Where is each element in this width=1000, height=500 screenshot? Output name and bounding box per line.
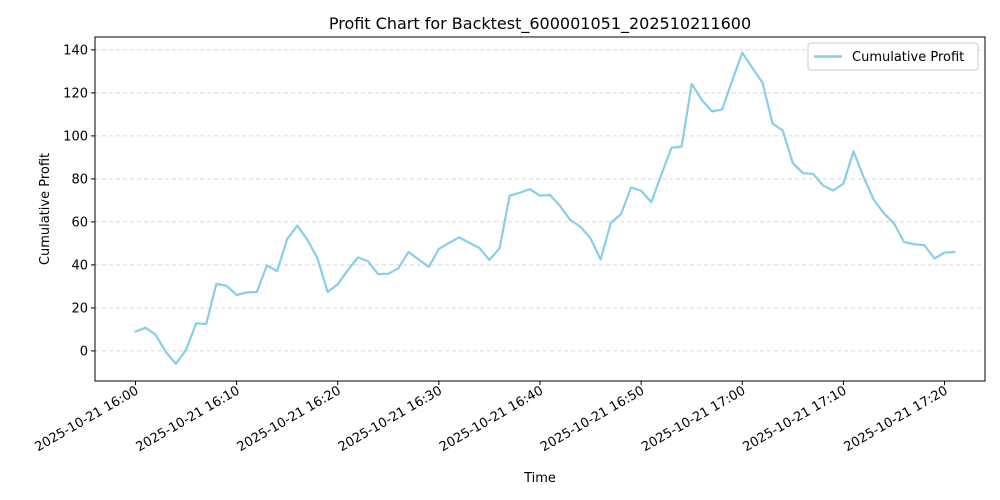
y-tick-label: 100 xyxy=(63,129,88,144)
chart-title: Profit Chart for Backtest_600001051_2025… xyxy=(329,14,751,34)
gridlines xyxy=(95,49,985,352)
legend-label: Cumulative Profit xyxy=(852,50,964,65)
y-tick-label: 60 xyxy=(71,215,88,230)
y-axis-title: Cumulative Profit xyxy=(38,153,53,265)
y-tick-label: 120 xyxy=(63,86,88,101)
y-axis: 0 20 40 60 80 100 120 140 xyxy=(63,43,95,359)
series-line-cumulative-profit xyxy=(134,51,956,365)
y-tick-label: 0 xyxy=(80,344,88,359)
y-tick-label: 140 xyxy=(63,43,88,58)
y-tick-label: 80 xyxy=(71,172,88,187)
legend-box xyxy=(807,42,979,71)
y-tick-label: 20 xyxy=(71,301,88,316)
y-tick-label: 40 xyxy=(71,258,88,273)
series-layer xyxy=(134,51,956,365)
legend: Cumulative Profit xyxy=(807,42,979,71)
x-axis-title: Time xyxy=(523,471,556,486)
